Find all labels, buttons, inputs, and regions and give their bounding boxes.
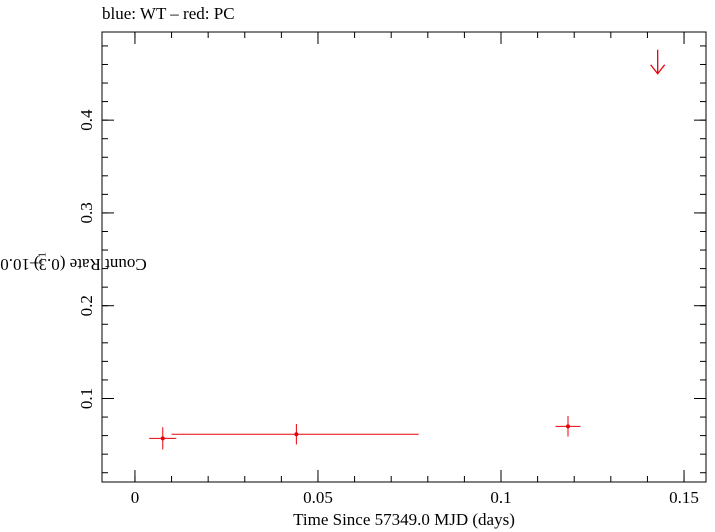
y-tick-label: 0.1 (77, 388, 96, 409)
data-point (160, 436, 165, 441)
x-tick-label: 0.15 (669, 488, 699, 507)
x-tick-label: 0 (131, 488, 140, 507)
upper-limit-arrow-head (650, 64, 666, 75)
data-point (565, 424, 570, 429)
plot-frame (101, 31, 707, 483)
x-tick-label: 0.05 (303, 488, 333, 507)
x-tick-label: 0.1 (490, 488, 511, 507)
y-tick-label: 0.2 (77, 295, 96, 316)
data-point (294, 432, 299, 437)
y-axis-label-main: Count Rate (0.3–10.0 keV)(cts s (0, 254, 147, 274)
y-axis-label-close: ) (33, 254, 40, 274)
chart-title: blue: WT – red: PC (102, 4, 235, 23)
y-tick-label: 0.4 (77, 109, 96, 131)
y-tick-label: 0.3 (77, 202, 96, 223)
x-axis-label: Time Since 57349.0 MJD (days) (293, 510, 515, 529)
